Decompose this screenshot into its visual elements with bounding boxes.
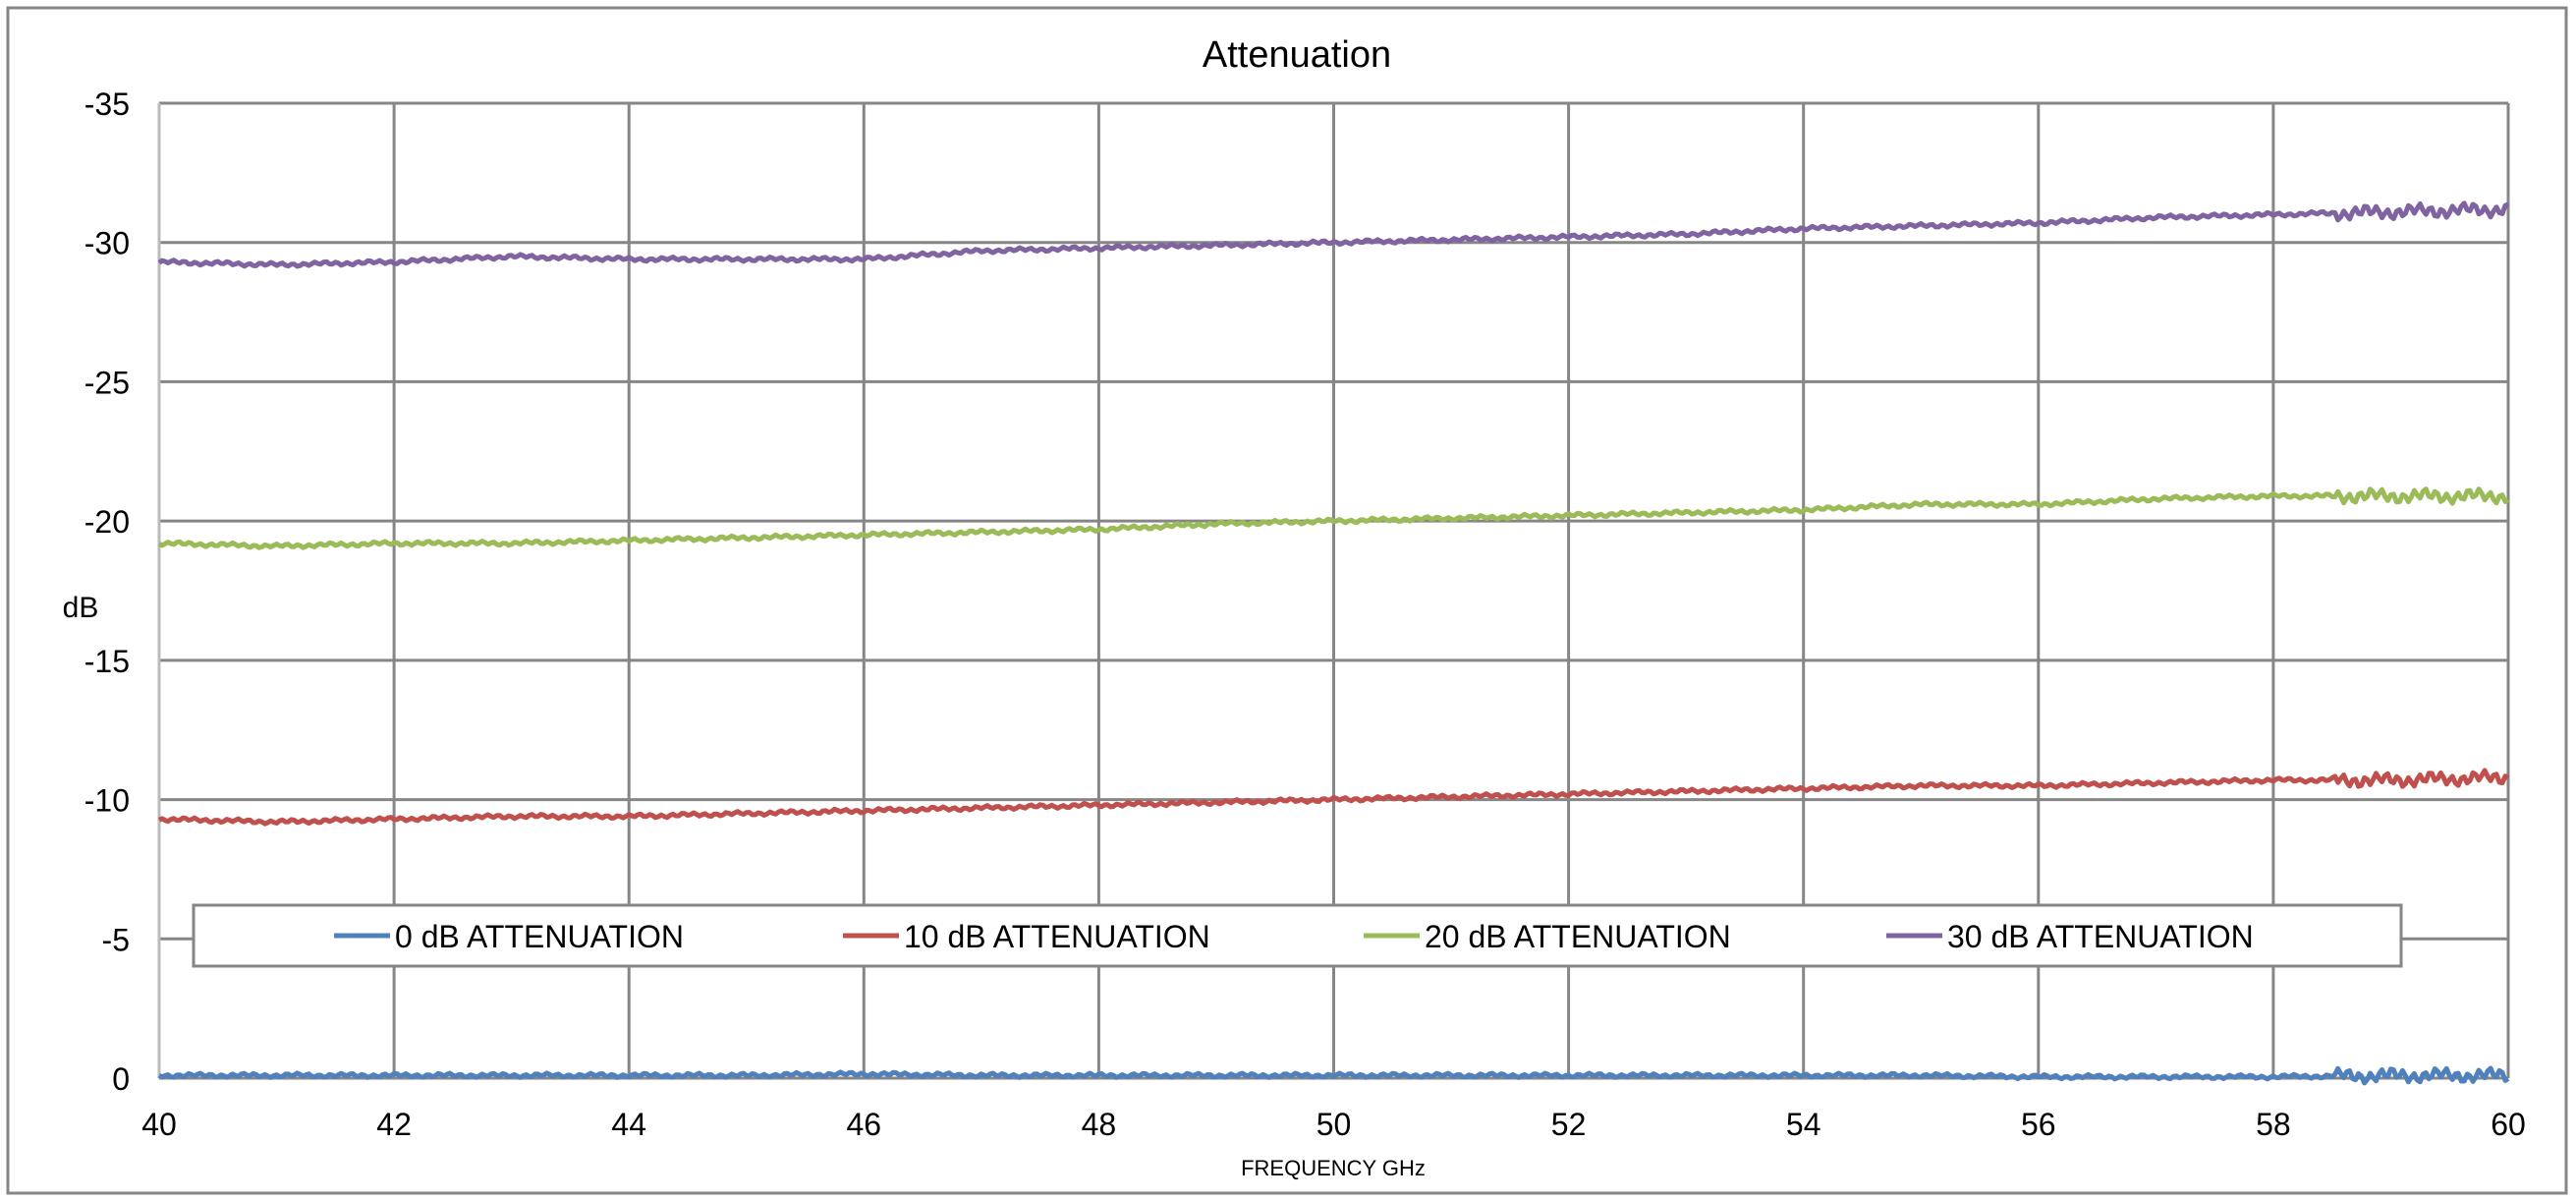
legend-box [192,903,2403,968]
series-line-2 [157,486,2510,550]
y-tick-label: -25 [84,365,130,400]
chart-border [6,6,2568,1195]
x-tick-label: 40 [141,1107,177,1142]
x-tick-label: 52 [1551,1107,1587,1142]
legend: 0 dB ATTENUATION 10 dB ATTENUATION 20 dB A… [192,903,2403,968]
x-tick-labels: 40 42 44 46 48 50 52 54 56 58 60 [141,1107,2526,1142]
x-tick-label: 56 [2021,1107,2056,1142]
y-tick-label: -35 [84,86,130,122]
x-tick-label: 46 [847,1107,882,1142]
series-lines [157,200,2510,1086]
y-axis-label: dB [63,592,99,624]
legend-label-2: 20 dB ATTENUATION [1425,919,1731,954]
legend-label-0: 0 dB ATTENUATION [395,919,684,954]
x-axis-label: FREQUENCY GHz [1241,1156,1426,1180]
y-tick-label: -20 [84,504,130,540]
series-line-3 [157,200,2509,269]
legend-label-1: 10 dB ATTENUATION [904,919,1210,954]
y-tick-label: -15 [84,644,130,679]
x-tick-label: 44 [611,1107,646,1142]
series-line-1 [157,768,2510,827]
y-tick-label: 0 [112,1061,130,1097]
y-tick-labels: 0 -5 -10 -15 -20 -25 -30 -35 [84,86,130,1097]
x-tick-label: 60 [2491,1107,2526,1142]
x-tick-label: 50 [1316,1107,1352,1142]
y-tick-label: -10 [84,783,130,819]
x-tick-label: 58 [2256,1107,2291,1142]
x-tick-label: 48 [1082,1107,1117,1142]
y-tick-label: -30 [84,226,130,261]
chart-title: Attenuation [1203,34,1391,76]
x-tick-label: 54 [1786,1107,1821,1142]
x-tick-label: 42 [376,1107,412,1142]
series-line-0 [157,1065,2510,1086]
legend-label-3: 30 dB ATTENUATION [1947,919,2254,954]
y-tick-label: -5 [102,922,130,957]
